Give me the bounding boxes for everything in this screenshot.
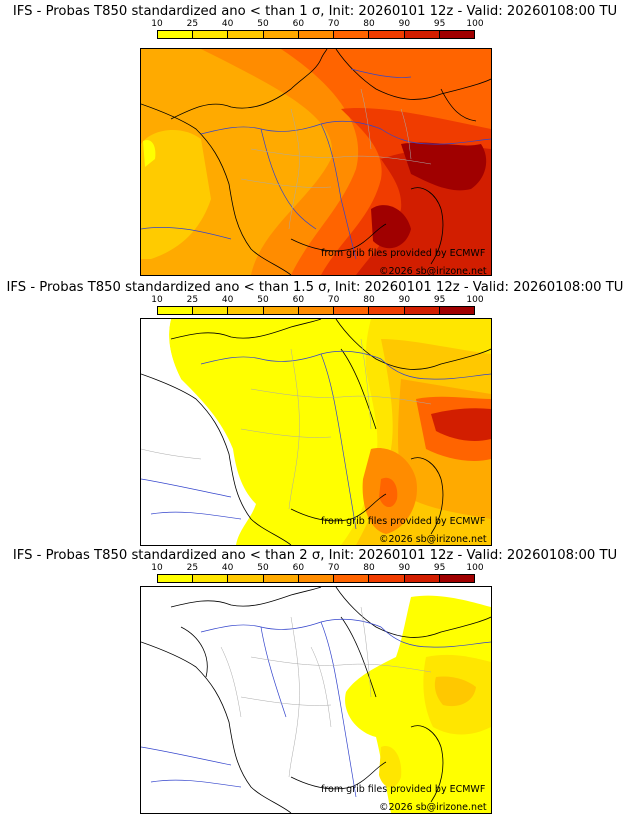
- colorbar-tick-label: 25: [186, 295, 199, 305]
- colorbar: [157, 306, 475, 315]
- colorbar-swatch: [439, 575, 474, 582]
- colorbar-swatch: [193, 31, 229, 38]
- colorbar-tick-label: 50: [257, 19, 269, 29]
- colorbar-tick-label: 90: [398, 19, 411, 29]
- colorbar-tick-label: 50: [257, 563, 269, 573]
- colorbar-tick-label: 100: [466, 19, 484, 29]
- colorbar-swatch: [404, 31, 440, 38]
- colorbar-tick-label: 100: [466, 563, 484, 573]
- data-source-credit: from grib files provided by ECMWF: [321, 784, 486, 795]
- copyright-text: ©2026 sb@irizone.net: [379, 534, 487, 545]
- colorbar-tick-label: 10: [151, 19, 163, 29]
- colorbar-tick-label: 70: [327, 295, 340, 305]
- colorbar-swatch: [263, 31, 299, 38]
- colorbar-tick-label: 95: [433, 295, 446, 305]
- colorbar-swatch: [193, 575, 229, 582]
- colorbar-tick-label: 25: [186, 19, 199, 29]
- probability-map[interactable]: from grib files provided by ECMWF ©2026 …: [140, 586, 492, 814]
- colorbar-tick-label: 25: [186, 563, 199, 573]
- colorbar-tick-label: 90: [398, 563, 411, 573]
- colorbar-swatch: [158, 31, 194, 38]
- data-source-credit: from grib files provided by ECMWF: [321, 248, 486, 259]
- colorbar-swatch: [193, 307, 229, 314]
- colorbar-swatch: [298, 307, 335, 314]
- colorbar-tick-label: 40: [221, 563, 234, 573]
- colorbar-swatch: [228, 575, 264, 582]
- colorbar-tick-label: 70: [327, 563, 340, 573]
- colorbar-swatch: [334, 575, 370, 582]
- colorbar-tick-label: 60: [292, 563, 305, 573]
- colorbar: [157, 574, 475, 583]
- colorbar-tick-label: 70: [327, 19, 340, 29]
- colorbar: [157, 30, 475, 39]
- colorbar-swatch: [334, 307, 370, 314]
- colorbar-swatch: [369, 307, 405, 314]
- colorbar-tick-label: 10: [151, 563, 163, 573]
- data-source-credit: from grib files provided by ECMWF: [321, 516, 486, 527]
- colorbar-swatch: [228, 307, 264, 314]
- colorbar-tick-label: 80: [363, 19, 375, 29]
- colorbar-tick-label: 40: [221, 19, 234, 29]
- colorbar-swatch: [439, 31, 474, 38]
- colorbar-swatch: [439, 307, 474, 314]
- panel-title: IFS - Probas T850 standardized ano < tha…: [12, 4, 618, 19]
- probability-map[interactable]: from grib files provided by ECMWF ©2026 …: [140, 318, 492, 546]
- colorbar-swatch: [298, 31, 335, 38]
- colorbar-swatch: [263, 575, 299, 582]
- colorbar-tick-label: 100: [466, 295, 484, 305]
- colorbar-swatch: [404, 575, 440, 582]
- colorbar-swatch: [228, 31, 264, 38]
- colorbar-tick-label: 80: [363, 295, 375, 305]
- copyright-text: ©2026 sb@irizone.net: [379, 802, 487, 813]
- colorbar-swatch: [334, 31, 370, 38]
- colorbar-swatch: [263, 307, 299, 314]
- colorbar-swatch: [404, 307, 440, 314]
- colorbar-swatch: [369, 31, 405, 38]
- colorbar-tick-label: 90: [398, 295, 411, 305]
- colorbar-swatch: [158, 575, 194, 582]
- colorbar-tick-label: 80: [363, 563, 375, 573]
- colorbar-tick-label: 40: [221, 295, 234, 305]
- copyright-text: ©2026 sb@irizone.net: [379, 266, 487, 276]
- panel-title: IFS - Probas T850 standardized ano < tha…: [12, 548, 618, 563]
- colorbar-swatch: [298, 575, 335, 582]
- map-panel-3: IFS - Probas T850 standardized ano < tha…: [0, 548, 630, 824]
- colorbar-tick-label: 60: [292, 295, 305, 305]
- colorbar-tick-label: 50: [257, 295, 269, 305]
- colorbar-tick-label: 95: [433, 19, 446, 29]
- map-panel-1: IFS - Probas T850 standardized ano < tha…: [0, 4, 630, 280]
- map-panel-2: IFS - Probas T850 standardized ano < tha…: [0, 280, 630, 556]
- panel-title: IFS - Probas T850 standardized ano < tha…: [6, 280, 624, 295]
- colorbar-tick-label: 95: [433, 563, 446, 573]
- colorbar-swatch: [369, 575, 405, 582]
- colorbar-tick-label: 10: [151, 295, 163, 305]
- colorbar-tick-label: 60: [292, 19, 305, 29]
- probability-map[interactable]: from grib files provided by ECMWF ©2026 …: [140, 48, 492, 276]
- colorbar-swatch: [158, 307, 194, 314]
